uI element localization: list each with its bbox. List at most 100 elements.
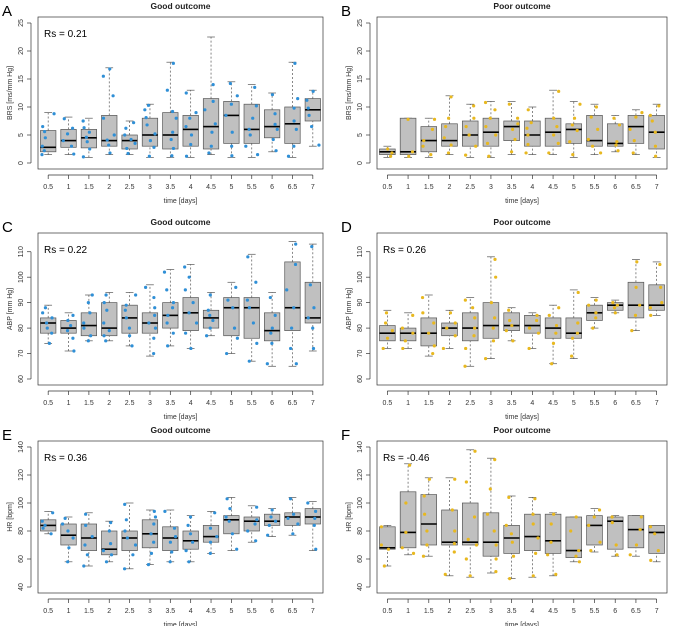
panel-letter: C [2, 219, 13, 236]
data-point [231, 306, 235, 310]
data-point [648, 113, 652, 117]
data-point [615, 140, 619, 144]
x-tick-label: 3 [489, 184, 493, 191]
data-point [427, 477, 431, 481]
data-point [189, 142, 193, 147]
data-point [184, 125, 188, 129]
data-point [639, 515, 643, 519]
data-point [109, 553, 114, 557]
data-point [124, 518, 128, 522]
data-point [230, 130, 234, 134]
data-point [83, 543, 87, 547]
box-group [441, 477, 458, 577]
data-point [108, 67, 112, 71]
y-tick-label: 0 [357, 161, 364, 165]
data-point [245, 298, 250, 302]
data-point [384, 321, 388, 325]
box-iqr [121, 530, 138, 551]
box-group [284, 241, 301, 367]
x-tick-label: 2.5 [465, 400, 475, 407]
y-tick-label: 70 [18, 350, 25, 358]
data-point [127, 334, 132, 338]
box-group [141, 509, 159, 567]
x-tick-label: 3 [489, 400, 493, 407]
y-tick-label: 90 [18, 299, 25, 307]
data-point [82, 564, 86, 568]
panel-letter: D [341, 219, 352, 236]
data-point [84, 512, 88, 516]
y-tick-label: 80 [18, 527, 25, 535]
data-point [630, 329, 634, 333]
data-point [555, 125, 559, 129]
data-point [489, 301, 494, 305]
plot-frame [376, 232, 668, 386]
data-point [508, 577, 512, 581]
data-point [612, 306, 617, 310]
data-point [213, 122, 217, 126]
data-point [406, 117, 410, 121]
data-point [271, 137, 275, 142]
box-iqr [101, 115, 118, 147]
x-tick-label: 2 [107, 184, 111, 191]
box-group [586, 297, 603, 330]
box-group [202, 292, 220, 338]
data-point [379, 543, 383, 547]
data-point [270, 508, 274, 512]
data-point [313, 516, 317, 521]
data-point [235, 94, 239, 98]
data-point [616, 149, 620, 153]
data-point [569, 529, 573, 533]
box-group [223, 497, 240, 551]
data-point [292, 144, 296, 148]
data-point [229, 102, 233, 106]
data-point [494, 570, 498, 574]
data-point [270, 341, 274, 345]
data-point [174, 116, 178, 120]
x-tick-label: 2 [107, 608, 111, 615]
x-tick-label: 1.5 [84, 400, 94, 407]
data-point [491, 326, 495, 330]
data-point [648, 525, 653, 529]
data-point [69, 323, 73, 328]
data-point [382, 564, 386, 568]
data-point [225, 351, 229, 356]
data-point [69, 144, 74, 148]
data-point [660, 301, 664, 305]
data-point [441, 346, 446, 351]
data-point [659, 285, 663, 289]
data-point [293, 61, 297, 65]
data-point [577, 549, 581, 553]
box-group [482, 256, 500, 361]
y-tick-label: 100 [357, 497, 364, 509]
data-point [208, 540, 213, 544]
box-iqr [202, 309, 220, 329]
data-point [273, 313, 277, 317]
data-point [234, 285, 238, 289]
data-point [467, 133, 471, 137]
data-point [492, 529, 496, 533]
box-iqr [586, 115, 603, 147]
data-point [67, 546, 71, 550]
data-point [122, 567, 127, 571]
box-group [162, 269, 179, 348]
x-tick-label: 2 [448, 400, 452, 407]
data-point [274, 149, 278, 153]
data-point [432, 321, 436, 325]
data-point [386, 547, 391, 551]
data-point [61, 139, 65, 143]
data-point [170, 154, 174, 158]
data-point [230, 144, 234, 148]
x-tick-label: 5.5 [590, 184, 600, 191]
y-tick-label: 140 [18, 441, 25, 453]
data-point [576, 321, 580, 325]
box-iqr [586, 515, 603, 546]
data-point [589, 549, 593, 553]
data-point [173, 535, 178, 539]
data-point [547, 151, 551, 155]
data-point [610, 521, 614, 525]
data-point [123, 529, 127, 533]
data-point [411, 313, 415, 317]
data-point [638, 303, 642, 307]
data-point [421, 311, 425, 315]
data-point [188, 515, 193, 519]
